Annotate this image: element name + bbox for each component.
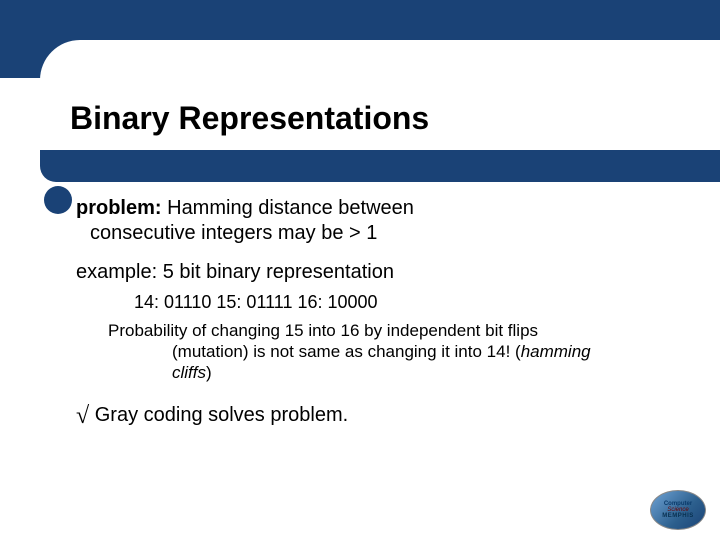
- prob-line1: Probability of changing 15 into 16 by in…: [108, 321, 538, 340]
- accent-bullet-icon: [44, 186, 72, 214]
- conclusion-text: Gray coding solves problem.: [89, 404, 348, 426]
- accent-band: [40, 150, 720, 182]
- prob-line2-ital: hamming: [521, 342, 591, 361]
- slide-title: Binary Representations: [70, 100, 429, 137]
- problem-block: problem: Hamming distance between consec…: [76, 196, 676, 246]
- logo-line3: MEMPHIS: [662, 513, 694, 519]
- prob-line3: cliffs): [172, 363, 212, 382]
- problem-text-1: Hamming distance between: [162, 197, 414, 219]
- prob-line3-ital: cliffs: [172, 363, 206, 382]
- checkmark-icon: √: [76, 403, 89, 429]
- problem-label: problem:: [76, 197, 162, 219]
- problem-text-2: consecutive integers may be > 1: [90, 222, 377, 244]
- probability-text: Probability of changing 15 into 16 by in…: [108, 320, 676, 384]
- example-bits: 14: 01110 15: 01111 16: 10000: [134, 291, 676, 314]
- slide-content: problem: Hamming distance between consec…: [76, 196, 676, 431]
- example-heading: example: 5 bit binary representation: [76, 260, 676, 285]
- prob-line2a: (mutation) is not same as changing it in…: [172, 342, 521, 361]
- conclusion-line: √ Gray coding solves problem.: [76, 401, 676, 431]
- dept-logo-icon: Computer Science MEMPHIS: [650, 490, 706, 530]
- prob-line2: (mutation) is not same as changing it in…: [172, 342, 591, 361]
- prob-line3b: ): [206, 363, 212, 382]
